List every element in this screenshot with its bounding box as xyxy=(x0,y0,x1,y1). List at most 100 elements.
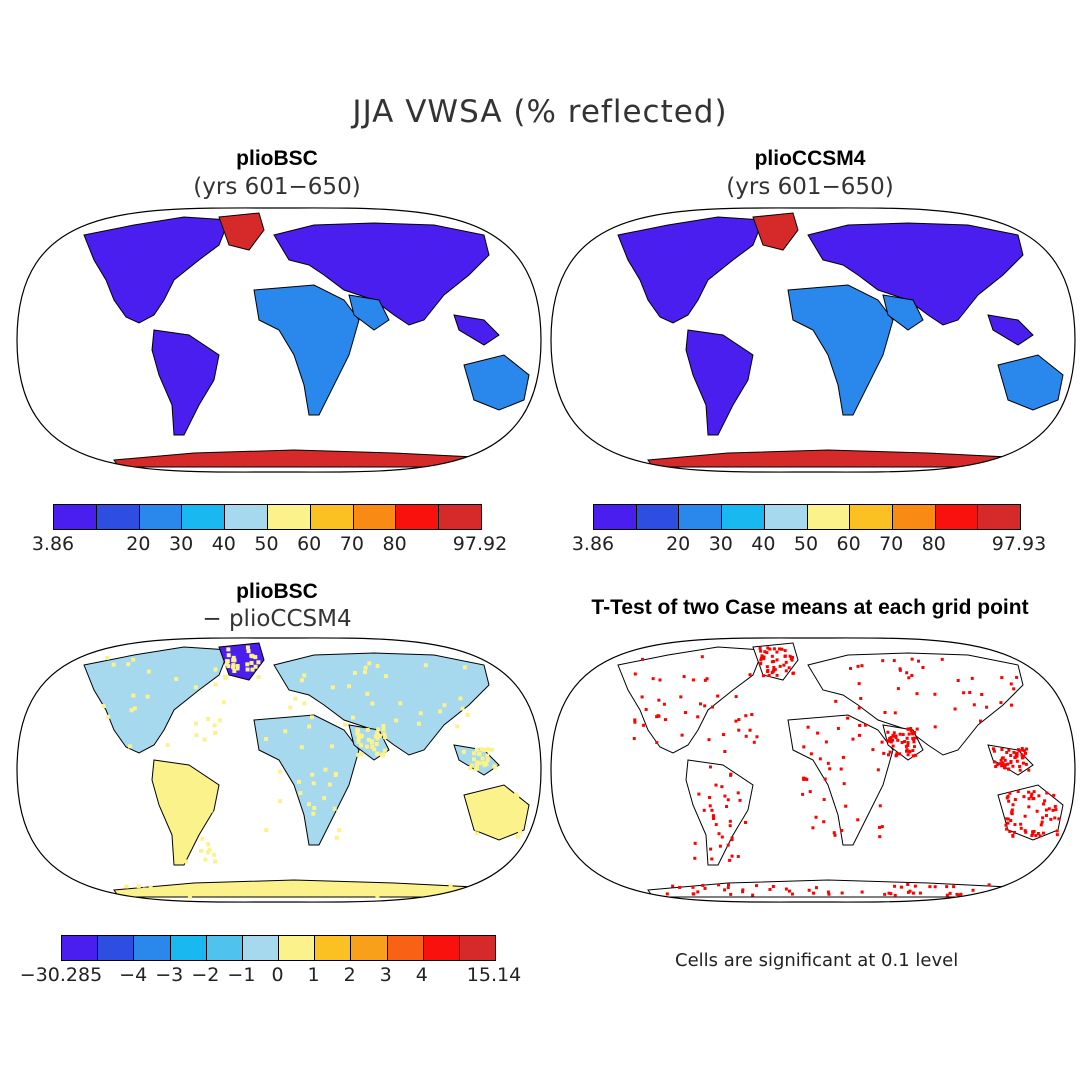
difference-cell xyxy=(468,766,473,771)
colorbar-tick-label: 97.93 xyxy=(991,533,1047,555)
difference-cell xyxy=(454,724,459,729)
difference-cell xyxy=(149,887,154,892)
significant-cell xyxy=(633,718,637,722)
difference-cell xyxy=(124,884,129,889)
difference-cell xyxy=(200,818,205,823)
difference-cell xyxy=(142,887,147,892)
difference-cell xyxy=(226,664,231,669)
colorbar-swatch xyxy=(242,936,280,960)
significant-cell xyxy=(910,731,914,735)
significant-cell xyxy=(812,891,816,895)
difference-cell xyxy=(264,737,269,742)
significant-cell xyxy=(734,719,738,723)
difference-cell xyxy=(513,799,518,804)
significant-cell xyxy=(1007,799,1011,803)
significant-cell xyxy=(1024,830,1028,834)
difference-cell xyxy=(207,787,212,792)
difference-cell xyxy=(312,806,317,811)
colorbar-swatch xyxy=(978,505,1021,529)
significant-cell xyxy=(710,808,714,812)
difference-cell xyxy=(472,751,477,756)
panel3-title: plioBSC xyxy=(236,580,318,603)
colorbar-tick-label: 20 xyxy=(126,533,151,555)
difference-cell xyxy=(517,829,522,834)
significant-cell xyxy=(725,805,729,809)
difference-cell xyxy=(200,836,205,841)
colorbar-tick-label: 1 xyxy=(307,964,320,986)
significant-cell xyxy=(698,702,702,706)
significant-cell xyxy=(709,847,713,851)
significant-cell xyxy=(1031,832,1035,836)
significant-cell xyxy=(683,711,687,715)
difference-cell xyxy=(491,806,496,811)
significant-cell xyxy=(736,791,740,795)
difference-cell xyxy=(311,781,316,786)
difference-cell xyxy=(206,717,211,722)
landmass-antarctica xyxy=(647,449,1009,468)
difference-cell xyxy=(142,892,147,897)
significant-cell xyxy=(714,823,718,827)
difference-cell xyxy=(191,798,196,803)
significant-cell xyxy=(707,738,711,742)
significant-cell xyxy=(994,765,998,769)
landmass-antarctica xyxy=(113,449,475,468)
difference-cell xyxy=(184,859,189,864)
significant-cell xyxy=(721,733,725,737)
difference-cell xyxy=(194,733,199,738)
significant-cell xyxy=(1018,768,1022,772)
significant-cell xyxy=(790,892,794,896)
significant-cell xyxy=(775,650,779,654)
significant-cell xyxy=(998,762,1002,766)
significant-cell xyxy=(894,734,898,738)
significant-cell xyxy=(971,888,975,892)
significant-cell xyxy=(896,738,900,742)
colorbar-swatch xyxy=(54,505,97,529)
significant-cell xyxy=(826,761,830,765)
significant-cell xyxy=(888,739,892,743)
colorbar-tick-label: 30 xyxy=(169,533,194,555)
landmass-africa xyxy=(253,284,360,416)
difference-cell xyxy=(226,647,231,652)
significant-cell xyxy=(1021,761,1025,765)
difference-cell xyxy=(359,886,364,891)
difference-cell xyxy=(465,712,470,717)
significant-cell xyxy=(893,884,897,888)
significant-cell xyxy=(1057,817,1061,821)
significant-cell xyxy=(726,886,730,890)
significant-cell xyxy=(863,723,867,727)
significant-cell xyxy=(1051,808,1055,812)
difference-cell xyxy=(415,885,420,890)
significant-cell xyxy=(1031,797,1035,801)
difference-cell xyxy=(514,792,519,797)
difference-cell xyxy=(245,883,250,888)
colorbar-swatch xyxy=(98,936,135,960)
significant-cell xyxy=(972,703,976,707)
significant-cell xyxy=(784,669,788,673)
difference-cell xyxy=(474,766,479,771)
significant-cell xyxy=(730,838,734,842)
significant-cell xyxy=(766,646,770,650)
difference-cell xyxy=(278,769,283,774)
significant-cell xyxy=(1003,758,1007,762)
significant-cell xyxy=(896,687,900,691)
landmass-seAsia xyxy=(987,744,1034,776)
difference-cell xyxy=(192,817,197,822)
difference-cell xyxy=(213,859,218,864)
significant-cell xyxy=(987,883,991,887)
difference-cell xyxy=(323,767,328,772)
significant-cell xyxy=(953,707,957,711)
significant-cell xyxy=(945,893,949,897)
significant-cell xyxy=(880,740,884,744)
significant-cell xyxy=(671,884,675,888)
difference-cell xyxy=(485,753,490,758)
significant-cell xyxy=(933,885,937,889)
difference-cell xyxy=(359,752,364,757)
significant-cell xyxy=(640,695,644,699)
colorbar-tick-label: 80 xyxy=(382,533,407,555)
significant-cell xyxy=(860,890,864,894)
significant-cell xyxy=(729,773,733,777)
significant-cell xyxy=(892,731,896,735)
difference-cell xyxy=(185,888,190,893)
significant-cell xyxy=(904,744,908,748)
significant-cell xyxy=(806,725,810,729)
